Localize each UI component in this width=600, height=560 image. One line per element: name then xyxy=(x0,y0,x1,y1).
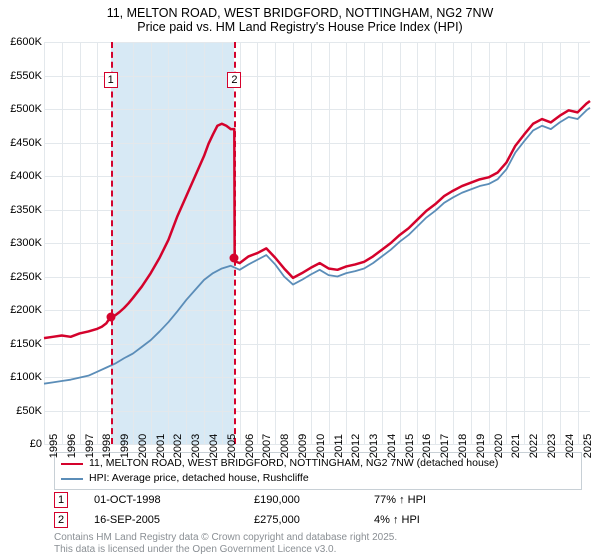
event-marker-line xyxy=(234,42,236,444)
y-tick-label: £400K xyxy=(2,170,42,182)
y-tick-label: £100K xyxy=(2,371,42,383)
x-tick-label: 2004 xyxy=(208,434,220,458)
y-tick-label: £500K xyxy=(2,103,42,115)
x-tick-label: 2014 xyxy=(386,434,398,458)
y-tick-label: £150K xyxy=(2,338,42,350)
x-tick-label: 2003 xyxy=(190,434,202,458)
event-table: 1 01-OCT-1998£190,00077% ↑ HPI 2 16-SEP-200… xyxy=(54,490,582,530)
x-tick-label: 1996 xyxy=(66,434,78,458)
x-tick-label: 2023 xyxy=(546,434,558,458)
x-tick-label: 2006 xyxy=(244,434,256,458)
x-tick-label: 2016 xyxy=(421,434,433,458)
event-pct: 4% ↑ HPI xyxy=(374,514,554,526)
x-tick-label: 2008 xyxy=(279,434,291,458)
y-tick-label: £50K xyxy=(2,405,42,417)
series-price_paid xyxy=(44,101,590,338)
y-tick-label: £550K xyxy=(2,70,42,82)
x-tick-label: 2017 xyxy=(439,434,451,458)
x-tick-label: 2009 xyxy=(297,434,309,458)
x-tick-label: 2018 xyxy=(457,434,469,458)
line-layers xyxy=(44,42,590,444)
x-tick-label: 2001 xyxy=(155,434,167,458)
y-tick-label: £250K xyxy=(2,271,42,283)
x-tick-label: 1998 xyxy=(101,434,113,458)
event-date: 01-OCT-1998 xyxy=(94,494,254,506)
legend-swatch xyxy=(61,463,83,465)
x-tick-label: 2019 xyxy=(475,434,487,458)
x-tick-label: 2022 xyxy=(528,434,540,458)
x-tick-label: 1995 xyxy=(48,434,60,458)
legend-entry: HPI: Average price, detached house, Rush… xyxy=(61,471,575,486)
chart-title-line2: Price paid vs. HM Land Registry's House … xyxy=(10,20,590,34)
attribution: Contains HM Land Registry data © Crown c… xyxy=(54,532,397,556)
event-date: 16-SEP-2005 xyxy=(94,514,254,526)
x-tick-label: 2005 xyxy=(226,434,238,458)
x-tick-label: 2011 xyxy=(333,434,345,458)
legend-swatch xyxy=(61,478,83,480)
y-tick-label: £600K xyxy=(2,36,42,48)
attribution-line1: Contains HM Land Registry data © Crown c… xyxy=(54,532,397,544)
sale-point-marker xyxy=(230,254,239,263)
y-tick-label: £350K xyxy=(2,204,42,216)
y-tick-label: £200K xyxy=(2,304,42,316)
y-tick-label: £0 xyxy=(2,438,42,450)
event-price: £190,000 xyxy=(254,494,374,506)
y-tick-label: £300K xyxy=(2,237,42,249)
event-marker-box: 2 xyxy=(227,72,241,88)
event-row: 1 01-OCT-1998£190,00077% ↑ HPI xyxy=(54,490,582,510)
sale-point-marker xyxy=(106,312,115,321)
x-tick-label: 2000 xyxy=(137,434,149,458)
chart-title-line1: 11, MELTON ROAD, WEST BRIDGFORD, NOTTING… xyxy=(10,6,590,20)
event-row-box: 1 xyxy=(54,492,68,508)
x-tick-label: 2012 xyxy=(350,434,362,458)
x-tick-label: 2020 xyxy=(493,434,505,458)
x-tick-label: 2010 xyxy=(315,434,327,458)
series-hpi xyxy=(44,108,590,384)
legend-entry: 11, MELTON ROAD, WEST BRIDGFORD, NOTTING… xyxy=(61,456,575,471)
event-row-box: 2 xyxy=(54,512,68,528)
y-tick-label: £450K xyxy=(2,137,42,149)
x-tick-label: 1999 xyxy=(119,434,131,458)
x-tick-label: 1997 xyxy=(84,434,96,458)
event-pct: 77% ↑ HPI xyxy=(374,494,554,506)
x-tick-label: 2013 xyxy=(368,434,380,458)
x-tick-label: 2002 xyxy=(172,434,184,458)
event-row: 2 16-SEP-2005£275,0004% ↑ HPI xyxy=(54,510,582,530)
chart-title-block: 11, MELTON ROAD, WEST BRIDGFORD, NOTTING… xyxy=(0,0,600,38)
event-marker-line xyxy=(111,42,113,444)
x-tick-label: 2015 xyxy=(404,434,416,458)
attribution-line2: This data is licensed under the Open Gov… xyxy=(54,544,397,556)
x-tick-label: 2024 xyxy=(564,434,576,458)
plot-area: 12 xyxy=(44,42,590,444)
event-price: £275,000 xyxy=(254,514,374,526)
x-tick-label: 2025 xyxy=(582,434,594,458)
event-marker-box: 1 xyxy=(104,72,118,88)
x-tick-label: 2007 xyxy=(261,434,273,458)
x-tick-label: 2021 xyxy=(510,434,522,458)
legend-label: HPI: Average price, detached house, Rush… xyxy=(89,471,309,486)
legend-label: 11, MELTON ROAD, WEST BRIDGFORD, NOTTING… xyxy=(89,456,498,471)
